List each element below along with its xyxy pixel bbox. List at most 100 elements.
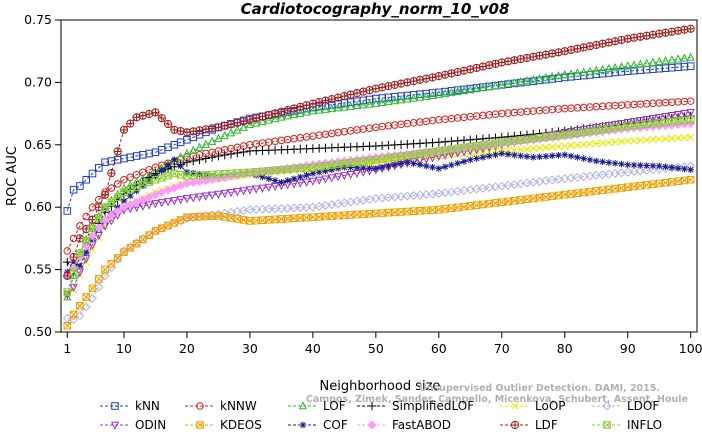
- data-point: [435, 147, 443, 155]
- data-point: [611, 138, 619, 146]
- data-point: [674, 27, 682, 35]
- data-point: [636, 121, 645, 129]
- data-point: [555, 151, 562, 159]
- data-point: [586, 187, 594, 196]
- data-point: [365, 86, 374, 95]
- data-point: [529, 53, 537, 61]
- data-point: [164, 161, 172, 169]
- data-point: [655, 29, 664, 38]
- data-point: [485, 81, 494, 91]
- data-point: [511, 402, 519, 410]
- data-point: [602, 401, 612, 411]
- data-point: [208, 136, 217, 145]
- data-point: [151, 175, 160, 184]
- data-point: [497, 58, 506, 67]
- data-point: [415, 92, 425, 101]
- data-point: [492, 151, 499, 159]
- data-point: [681, 26, 688, 34]
- legend-label: ODIN: [135, 418, 166, 432]
- data-point: [176, 181, 186, 191]
- series-layer: [62, 24, 696, 330]
- data-point: [157, 199, 166, 208]
- data-point: [655, 56, 664, 66]
- data-point: [70, 258, 77, 266]
- data-point: [226, 128, 236, 137]
- data-point: [270, 113, 280, 123]
- data-point: [422, 148, 431, 157]
- data-point: [196, 127, 203, 134]
- data-point: [485, 61, 493, 69]
- data-point: [560, 69, 569, 79]
- data-point: [271, 177, 279, 184]
- data-point: [473, 155, 480, 162]
- data-point: [346, 170, 355, 180]
- data-point: [63, 292, 72, 301]
- data-point: [548, 71, 557, 81]
- legend-label: kNN: [135, 399, 160, 413]
- data-point: [296, 173, 304, 181]
- data-point: [126, 119, 135, 128]
- data-point: [170, 197, 179, 206]
- data-point: [636, 59, 645, 68]
- data-point: [189, 194, 198, 203]
- data-point: [422, 162, 430, 170]
- data-point: [214, 123, 223, 132]
- data-point: [82, 225, 90, 233]
- data-point: [163, 198, 173, 207]
- data-point: [585, 42, 595, 51]
- data-point: [62, 257, 72, 267]
- data-point: [585, 125, 595, 134]
- data-point: [687, 166, 695, 174]
- data-point: [510, 56, 519, 65]
- data-point: [435, 72, 443, 80]
- data-point: [309, 170, 317, 177]
- data-point: [113, 206, 123, 216]
- data-point: [472, 141, 481, 150]
- data-point: [264, 204, 274, 214]
- data-point: [101, 203, 109, 211]
- data-point: [573, 68, 582, 77]
- data-point: [152, 109, 159, 116]
- data-point: [422, 91, 431, 100]
- data-point: [214, 133, 223, 142]
- data-point: [372, 165, 380, 172]
- data-point: [208, 191, 217, 200]
- data-point: [662, 29, 669, 37]
- y-axis-label: ROC AUC: [5, 146, 20, 206]
- data-point: [624, 35, 632, 43]
- series-ldof: [62, 161, 696, 325]
- data-point: [453, 86, 462, 96]
- data-point: [642, 31, 651, 40]
- data-point: [491, 139, 500, 147]
- data-point: [416, 149, 424, 158]
- data-point: [560, 47, 569, 56]
- data-point: [138, 111, 147, 120]
- data-point: [605, 159, 613, 166]
- credit-line-1: Unsupervised Outlier Detection. DAMI, 20…: [419, 383, 660, 394]
- data-point: [649, 135, 657, 144]
- data-point: [566, 69, 576, 78]
- data-point: [296, 179, 305, 188]
- data-point: [674, 134, 682, 142]
- data-point: [453, 203, 462, 212]
- data-point: [648, 30, 658, 39]
- data-point: [397, 152, 405, 161]
- data-point: [126, 120, 134, 127]
- data-point: [567, 46, 575, 54]
- data-point: [120, 248, 128, 256]
- data-point: [353, 158, 361, 166]
- data-point: [63, 321, 72, 330]
- data-point: [674, 177, 682, 186]
- data-point: [598, 125, 607, 134]
- data-point: [289, 104, 299, 113]
- x-tick-label: 60: [431, 341, 447, 356]
- data-point: [189, 145, 198, 154]
- data-point: [119, 125, 129, 134]
- data-point: [100, 190, 110, 199]
- data-point: [479, 141, 487, 149]
- data-point: [416, 161, 424, 169]
- data-point: [579, 126, 588, 135]
- data-point: [89, 216, 96, 223]
- data-point: [648, 115, 658, 124]
- data-point: [145, 110, 153, 118]
